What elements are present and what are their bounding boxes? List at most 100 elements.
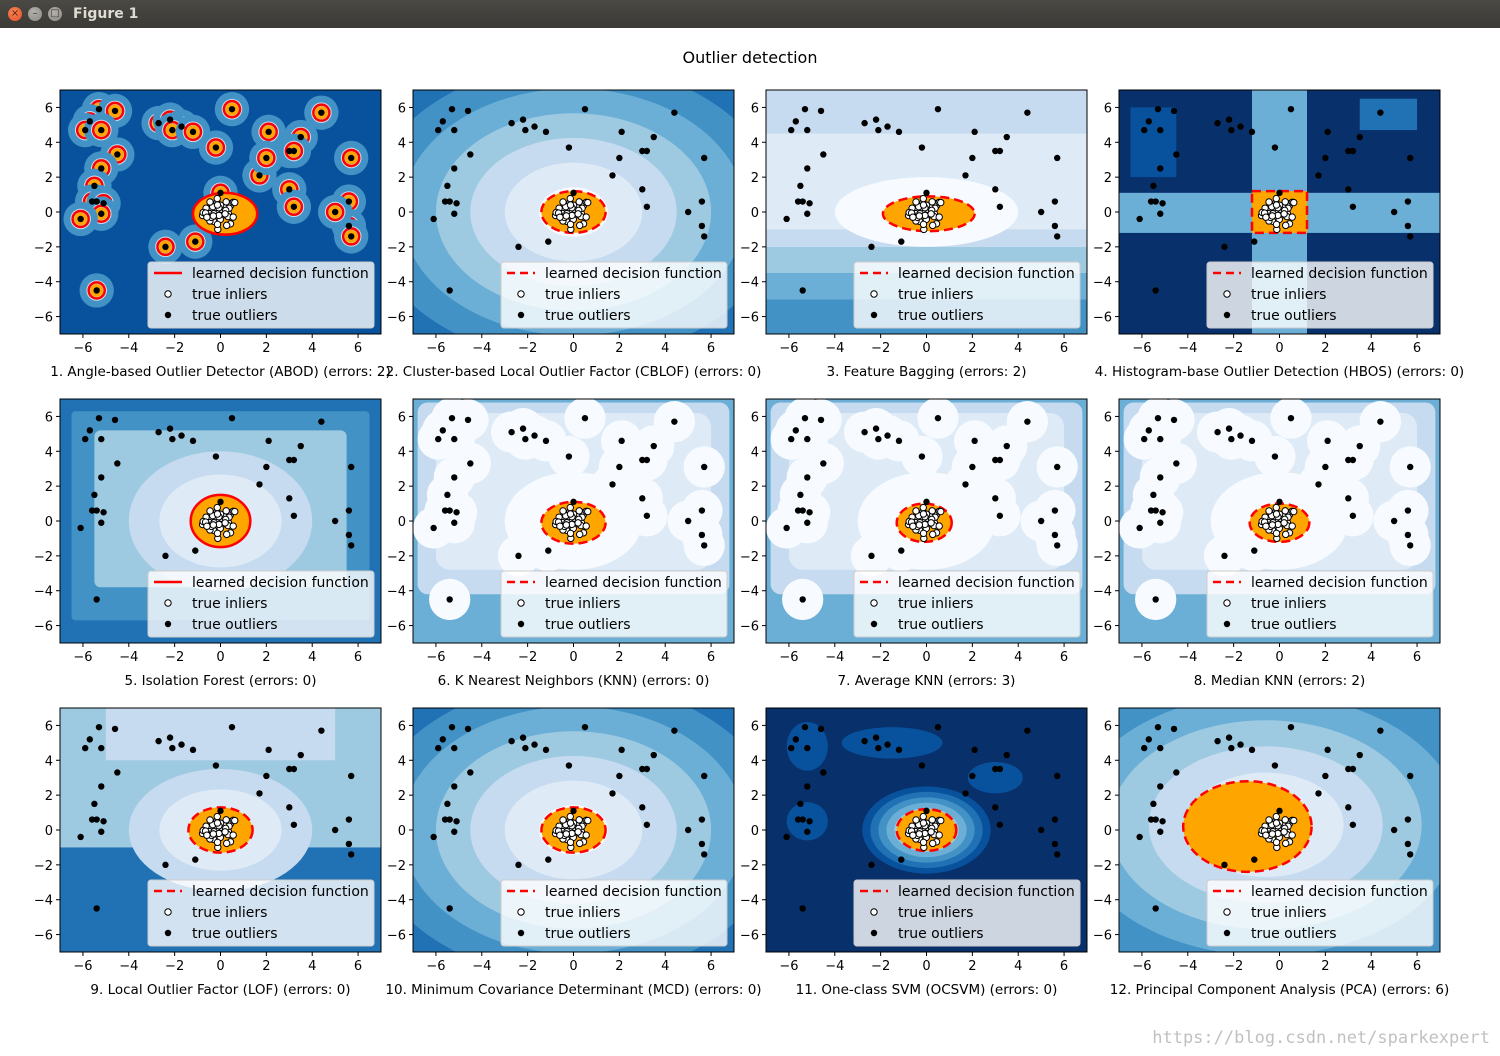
outlier-point xyxy=(996,765,1004,773)
outlier-point xyxy=(100,818,107,825)
y-tick-label: 0 xyxy=(398,206,406,221)
outlier-point xyxy=(286,804,293,811)
minimize-window-button[interactable]: – xyxy=(28,7,42,21)
y-tick-label: 0 xyxy=(45,206,53,221)
x-tick-label: 0 xyxy=(569,959,577,974)
outlier-point xyxy=(439,118,447,125)
legend-entry: true outliers xyxy=(192,308,278,324)
y-tick-label: −6 xyxy=(740,929,759,944)
outlier-point xyxy=(1214,119,1221,127)
outlier-point xyxy=(1136,524,1143,532)
outlier-point xyxy=(95,723,103,731)
outlier-point xyxy=(111,107,119,115)
inlier-point xyxy=(919,510,928,518)
inlier-point xyxy=(1272,819,1281,827)
outlier-point xyxy=(700,154,708,162)
outlier-point xyxy=(1051,507,1059,514)
outlier-point xyxy=(1145,118,1153,125)
inlier-point xyxy=(231,198,239,207)
x-tick-label: 4 xyxy=(1014,341,1022,356)
inlier-point xyxy=(927,210,935,218)
x-tick-label: 2 xyxy=(615,341,623,356)
y-tick-label: 2 xyxy=(45,789,53,804)
outlier-point xyxy=(256,790,263,797)
y-tick-label: 6 xyxy=(398,410,406,425)
outlier-point xyxy=(792,427,800,434)
outlier-point xyxy=(639,495,646,502)
inlier-point xyxy=(1265,816,1273,824)
outlier-point xyxy=(1406,463,1414,471)
outlier-point xyxy=(98,744,105,752)
inlier-point xyxy=(229,831,237,839)
inlier-point xyxy=(919,503,927,512)
outlier-point xyxy=(286,456,293,464)
y-tick-label: 2 xyxy=(45,480,53,495)
outlier-point xyxy=(884,741,891,748)
x-tick-label: −6 xyxy=(779,650,798,665)
outlier-point xyxy=(212,144,220,151)
inlier-point xyxy=(562,830,571,838)
legend: learned decision function true inliers tru… xyxy=(147,261,375,329)
inlier-point xyxy=(582,522,590,530)
outlier-point xyxy=(347,154,355,162)
y-tick-label: −2 xyxy=(740,550,759,565)
inlier-point xyxy=(919,819,928,827)
inlier-point xyxy=(582,831,590,839)
outlier-point xyxy=(169,744,176,752)
legend-entry: learned decision function xyxy=(1251,266,1428,282)
outlier-point xyxy=(1173,460,1180,467)
outlier-point xyxy=(898,547,905,554)
x-tick-label: 4 xyxy=(1014,959,1022,974)
y-tick-label: −4 xyxy=(1093,276,1112,291)
inlier-point xyxy=(213,220,222,229)
legend-entry: learned decision function xyxy=(192,575,369,591)
x-tick-label: −6 xyxy=(779,341,798,356)
outlier-point xyxy=(217,807,224,815)
outlier-point xyxy=(77,833,84,841)
close-window-button[interactable]: × xyxy=(8,7,22,21)
outlier-point xyxy=(1152,905,1159,912)
outlier-point xyxy=(792,118,800,125)
y-tick-label: −2 xyxy=(34,550,53,565)
outlier-point xyxy=(799,905,806,912)
legend-entry: true inliers xyxy=(898,596,973,612)
x-tick-label: 0 xyxy=(1275,959,1283,974)
outlier-point xyxy=(1221,861,1228,869)
inlier-point xyxy=(912,198,920,206)
inlier-point xyxy=(1280,519,1288,527)
outlier-point xyxy=(95,105,103,113)
inlier-point xyxy=(209,521,218,529)
x-tick-label: 6 xyxy=(1060,341,1068,356)
inlier-point xyxy=(229,213,237,221)
outlier-point xyxy=(515,243,522,251)
outlier-point xyxy=(166,734,174,741)
outlier-point xyxy=(1404,198,1412,205)
inlier-point xyxy=(1290,507,1298,516)
subplot-1: −6 −4 −2 0 2 4 6 −6 −4 −2 0 2 4 6 learned decision fun… xyxy=(34,89,391,380)
inlier-point xyxy=(559,198,567,206)
y-tick-label: −4 xyxy=(740,585,759,600)
outlier-point xyxy=(817,416,825,424)
outlier-point xyxy=(872,116,880,123)
maximize-window-button[interactable]: □ xyxy=(48,7,62,21)
inlier-point xyxy=(566,503,574,512)
y-tick-label: 4 xyxy=(45,136,53,151)
x-tick-label: 0 xyxy=(922,650,930,665)
outlier-point xyxy=(1003,442,1010,450)
outlier-point xyxy=(522,744,529,752)
outlier-point xyxy=(451,828,458,835)
outlier-point xyxy=(700,463,708,471)
x-tick-label: −6 xyxy=(73,650,92,665)
subplot-6: −6 −4 −2 0 2 4 6 −6 −4 −2 0 2 4 6 learned decision fun… xyxy=(387,398,735,689)
inlier-point xyxy=(915,830,924,838)
outlier-point xyxy=(98,126,105,134)
inlier-point xyxy=(928,839,937,848)
legend-entry: learned decision function xyxy=(898,884,1075,900)
inlier-point xyxy=(928,507,936,515)
subplot-label: 10. Minimum Covariance Determinant (MCD)… xyxy=(385,982,761,998)
x-tick-label: −4 xyxy=(472,959,491,974)
outlier-point xyxy=(1276,498,1283,506)
outlier-point xyxy=(98,210,105,217)
x-tick-label: −6 xyxy=(73,341,92,356)
inlier-point xyxy=(1288,522,1296,530)
